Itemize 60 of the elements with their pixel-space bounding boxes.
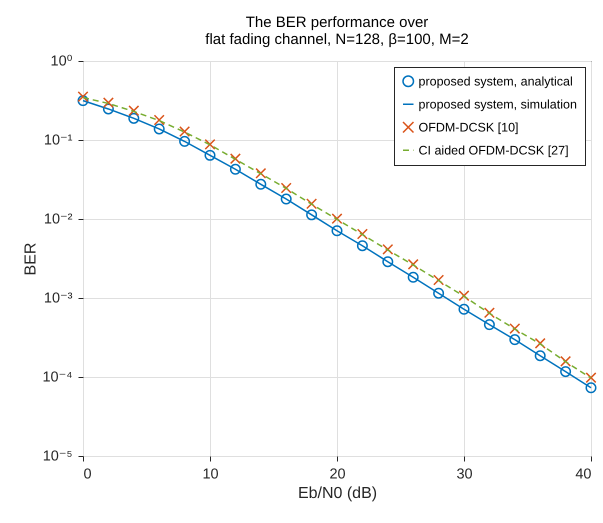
legend-label: proposed system, simulation: [418, 97, 577, 112]
point: [128, 112, 140, 124]
x-tick-label: 20: [329, 466, 346, 482]
x-axis-title: Eb/N0 (dB): [298, 485, 378, 502]
point: [534, 338, 546, 349]
point: [332, 225, 342, 236]
point: [408, 272, 419, 283]
point: [102, 97, 114, 108]
point: [332, 213, 342, 224]
legend-label: OFDM-DCSK [10]: [418, 120, 519, 134]
legend-label: proposed system, analytical: [418, 74, 573, 88]
point: [204, 150, 216, 161]
y-tick-label: 10⁻²: [44, 212, 73, 228]
x-tick-label: 0: [84, 466, 92, 482]
x-tick-label: 10: [202, 466, 219, 482]
point: [179, 136, 190, 147]
point: [509, 334, 520, 346]
point: [586, 372, 596, 384]
y-tick-label: 10⁻⁴: [42, 370, 72, 386]
point: [255, 168, 266, 179]
point: [255, 178, 266, 190]
point: [78, 91, 88, 102]
point: [382, 256, 394, 268]
y-tick-label: 10⁻⁵: [42, 448, 72, 464]
point: [280, 182, 292, 194]
point: [356, 240, 368, 252]
point: [484, 307, 495, 318]
point: [382, 244, 394, 255]
point: [306, 209, 318, 220]
y-axis-title: BER: [22, 242, 40, 276]
point: [306, 198, 318, 210]
x-tick-label: 30: [456, 466, 473, 482]
point: [433, 274, 444, 286]
x-tick-label: 40: [575, 466, 592, 482]
legend-label: CI aided OFDM-DCSK [27]: [418, 143, 569, 158]
point: [78, 95, 88, 106]
point: [484, 319, 495, 330]
point: [128, 105, 140, 116]
point: [458, 290, 470, 302]
point: [179, 126, 190, 138]
y-tick-label: 10⁻³: [44, 290, 73, 306]
point: [154, 114, 165, 126]
point: [458, 304, 470, 315]
point: [204, 138, 216, 150]
point: [433, 288, 444, 299]
point: [560, 366, 572, 378]
point: [230, 164, 241, 175]
point: [509, 323, 520, 334]
chart-title: The BER performance over flat fading channel, N=128, β=100, M=2: [205, 14, 469, 48]
point: [230, 153, 241, 164]
y-tick-label: 10⁰: [50, 54, 73, 70]
point: [534, 350, 546, 362]
point: [408, 258, 419, 270]
point: [154, 123, 165, 134]
point: [560, 356, 572, 367]
point: [586, 382, 596, 394]
y-tick-label: 10⁻¹: [44, 132, 73, 148]
point: [102, 103, 114, 114]
point: [280, 194, 292, 205]
point: [356, 228, 368, 240]
